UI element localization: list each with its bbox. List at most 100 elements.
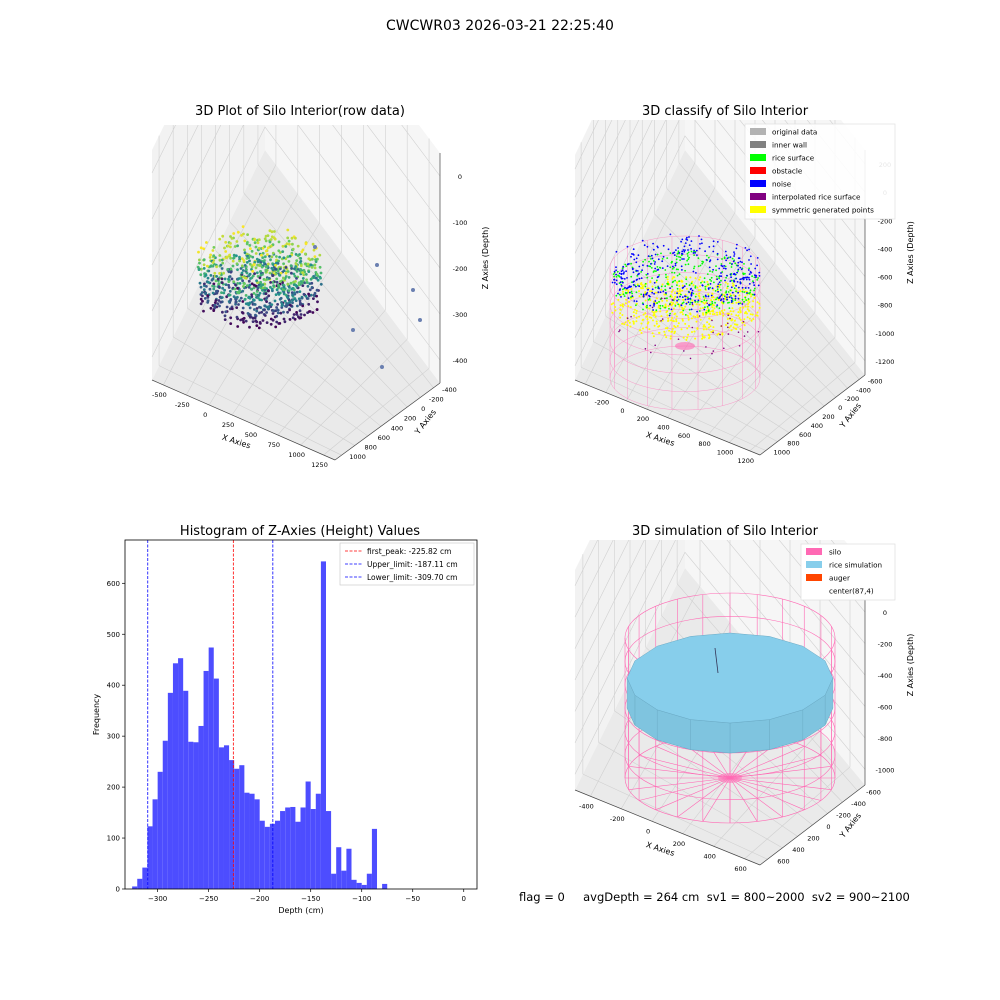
p1-point [306,284,310,288]
p2-noise-point [704,250,706,253]
p2-interp-point [661,318,664,320]
p2-rice-point [659,304,662,307]
p2-noise-point [646,265,649,267]
histogram-bar [229,760,235,889]
p1-point [266,253,269,256]
p2-noise-point [709,283,712,285]
p1-point [293,274,297,278]
p2-noise-point [662,290,665,293]
p2-symmetric-point [737,311,740,314]
p2-noise-point [626,277,628,279]
p1-point [291,242,294,246]
p2-y-tick: 800 [787,440,799,448]
histogram-bar [254,799,260,889]
p2-noise-point [653,305,655,307]
p2-rice-point [704,288,707,290]
p2-rice-point [705,311,708,314]
p1-point [242,285,245,288]
p1-point [306,297,310,300]
p2-symmetric-point [687,318,690,321]
p2-noise-point [724,267,727,270]
p1-point [225,305,229,309]
p1-point [209,265,213,268]
p2-noise-point [747,269,750,271]
p2-rice-point [687,251,690,254]
p2-interp-point [691,303,694,306]
p2-noise-point [622,265,625,268]
p2-noise-point [736,271,738,274]
p2-symmetric-point [651,285,654,288]
p2-symmetric-point [702,307,705,309]
p2-symmetric-point [713,307,716,310]
p2-symmetric-point [746,293,749,296]
p1-point [282,269,286,272]
p2-rice-point [707,309,710,312]
histogram-bar [290,806,296,889]
p2-symmetric-point [671,310,674,313]
p2-noise-point [672,252,674,255]
p1-point [304,242,308,246]
p2-symmetric-point [674,330,676,333]
p2-noise-point [694,299,696,302]
p2-symmetric-point [655,310,658,313]
p2-symmetric-point [678,289,681,292]
p2-noise-point [722,298,725,300]
p1-point [318,265,322,269]
p2-noise-point [676,292,678,294]
p2-rice-point [733,287,736,290]
p1-point [296,304,299,308]
p2-symmetric-point [655,281,658,284]
p2-rice-point [678,273,681,276]
p2-noise-point [692,270,695,273]
p2-symmetric-point [733,323,736,326]
p2-noise-point [630,285,632,288]
p2-symmetric-point [655,320,658,323]
p1-point [209,253,212,257]
p2-symmetric-point [653,324,656,327]
p1-point [319,271,323,275]
p2-noise-point [632,271,635,274]
p1-outlier [411,288,415,292]
p2-noise-point [687,249,689,251]
p1-point [292,272,296,276]
p2-symmetric-point [638,315,641,318]
p2-noise-point [675,249,677,252]
p2-symmetric-point [685,287,688,290]
p1-point [213,303,217,307]
p2-rice-point [676,287,679,290]
panel1-title: 3D Plot of Silo Interior(row data) [195,104,405,119]
p1-point [258,276,262,280]
p1-point [258,305,261,309]
p1-point [212,254,216,257]
p1-point [261,283,265,287]
p2-rice-point [648,260,650,263]
p2-noise-point [722,300,725,303]
p1-point [294,265,298,268]
p2-noise-point [723,267,725,270]
p2-noise-point [654,300,657,302]
p2-symmetric-point [652,319,654,322]
p2-rice-point [743,291,746,293]
p2-symmetric-point [682,336,685,339]
p2-interp-point [660,320,662,322]
p1-point [315,308,319,311]
p1-point [261,246,265,250]
p2-symmetric-point [691,304,694,307]
p2-symmetric-point [748,309,750,312]
p1-point [240,234,243,237]
p2-noise-point [717,290,719,293]
p2-y-tick: 600 [799,431,811,439]
p1-point [301,284,305,287]
p1-point [278,322,282,325]
p2-noise-point [648,294,650,297]
p1-point [209,274,213,277]
p2-symmetric-point [727,312,730,315]
p1-point [291,316,295,320]
p2-noise-point [730,286,733,289]
p2-noise-point [754,267,757,270]
p2-rice-point [659,307,662,310]
p2-noise-point [684,242,687,244]
p2-noise-point [618,272,621,275]
p2-symmetric-point [735,314,738,317]
p2-noise-point [744,287,747,289]
